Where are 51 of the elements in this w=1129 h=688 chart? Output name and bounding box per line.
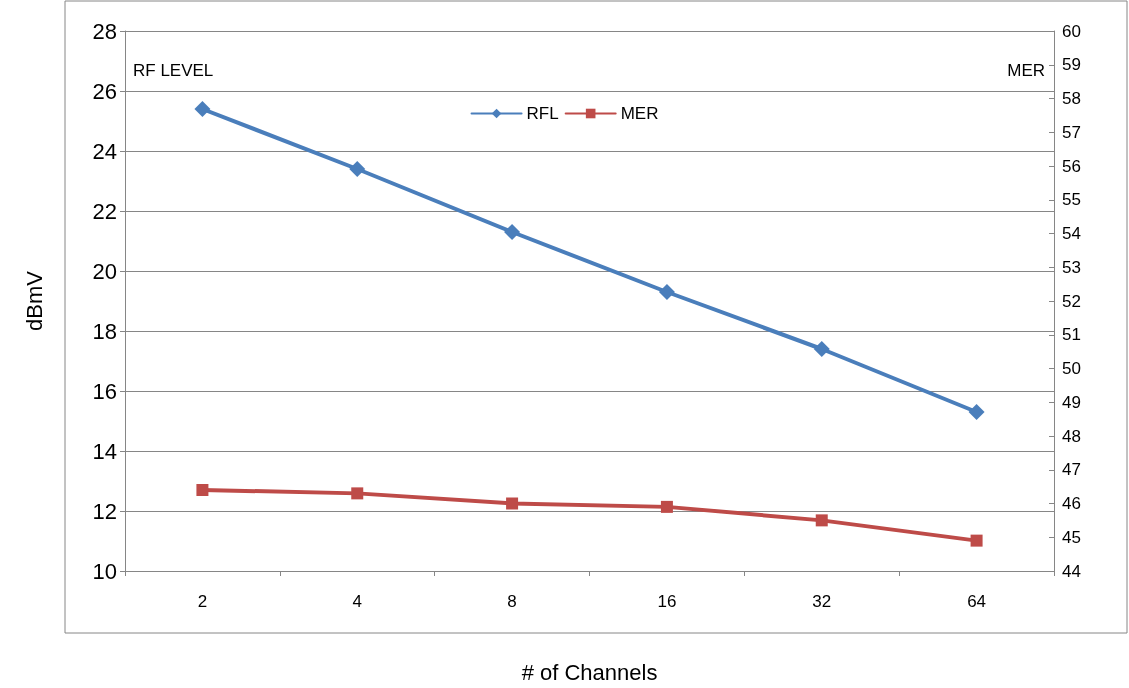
y2-tick-label: 49: [1062, 392, 1081, 412]
y2-tick-label: 56: [1062, 156, 1081, 176]
annotation: MER: [1007, 61, 1045, 80]
y-tick-label: 26: [92, 78, 117, 104]
y-tick-label: 24: [92, 138, 117, 164]
x-tick-label: 16: [657, 592, 677, 611]
point: [815, 514, 828, 527]
x-tick-label: 64: [967, 592, 987, 611]
y-tick-label: 22: [92, 198, 117, 224]
point: [813, 341, 830, 357]
point: [968, 404, 985, 420]
x-tick-label: 4: [352, 592, 362, 611]
x-tick-label: 32: [812, 592, 832, 611]
y2-tick-label: 50: [1062, 359, 1081, 378]
point: [351, 487, 364, 500]
y2-tick-label: 52: [1062, 291, 1081, 311]
point: [504, 224, 521, 240]
point: [658, 284, 675, 300]
x-tick-label: 2: [197, 592, 208, 611]
y2-tick-label: 60: [1062, 21, 1081, 41]
y2-tick-label: 51: [1062, 325, 1081, 345]
y2-tick-label: 48: [1062, 426, 1081, 446]
point: [660, 500, 673, 513]
y-axis-title: dBmV: [21, 270, 47, 331]
y2-tick-label: 46: [1062, 494, 1081, 513]
y2-tick-label: 55: [1062, 190, 1081, 210]
y2-tick-label: 44: [1062, 561, 1081, 581]
point: [349, 161, 366, 177]
y2-tick-label: 54: [1062, 224, 1081, 243]
y-tick-label: 18: [92, 318, 117, 344]
y-tick-label: 12: [92, 498, 117, 524]
x-tick-label: 8: [507, 592, 517, 611]
y-tick-label: 16: [92, 378, 117, 404]
y-tick-label: 28: [92, 18, 117, 44]
y2-tick-label: 53: [1062, 257, 1081, 277]
point: [194, 101, 211, 117]
y-tick-label: 14: [92, 438, 117, 464]
y2-tick-label: 57: [1062, 122, 1081, 142]
point: [970, 534, 983, 547]
x-axis-title: # of Channels: [521, 659, 658, 685]
annotation: RF LEVEL: [133, 61, 214, 80]
point: [506, 497, 519, 510]
y2-tick-label: 47: [1062, 460, 1081, 480]
legend-label: MER: [620, 104, 659, 123]
legend-label: RFL: [526, 104, 559, 123]
y2-tick-label: 45: [1062, 527, 1081, 547]
y-tick-label: 20: [92, 258, 117, 284]
point: [196, 484, 209, 496]
y2-tick-label: 58: [1062, 89, 1081, 108]
y2-tick-label: 59: [1062, 55, 1081, 75]
y-tick-label: 10: [92, 558, 117, 584]
